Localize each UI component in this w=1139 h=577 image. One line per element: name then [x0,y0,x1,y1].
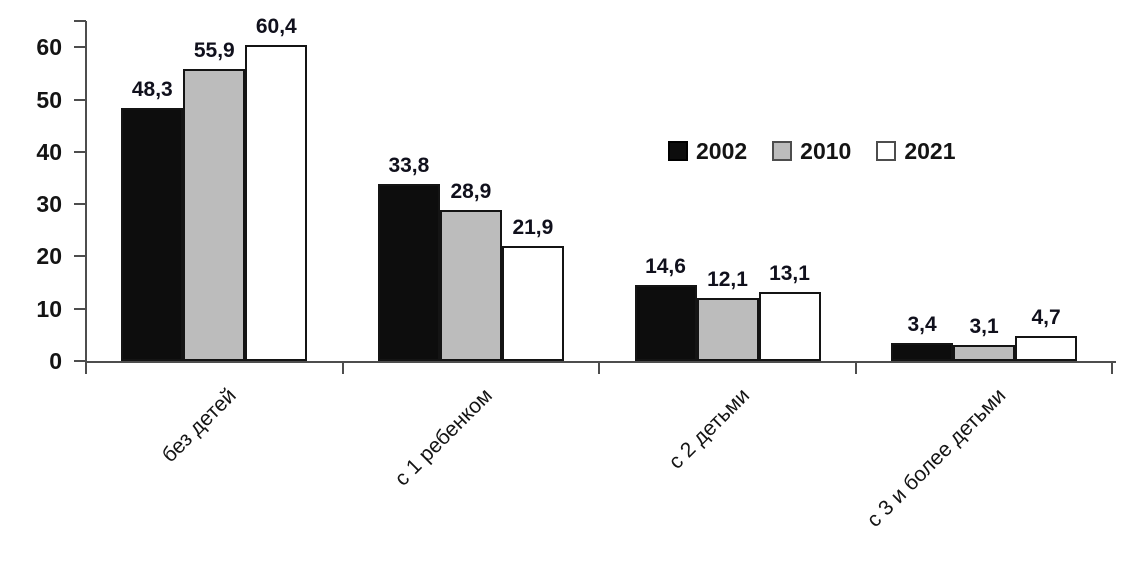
legend-swatch-2021 [876,141,897,161]
bar-2021 [758,292,821,361]
x-axis-line [85,361,1116,363]
bar-2002 [377,184,440,361]
y-axis-line [85,21,87,374]
bar-value-label: 60,4 [255,15,297,39]
legend-label-2021: 2021 [904,138,956,164]
bar-2002 [891,343,954,361]
legend-swatch-2002 [668,141,688,161]
legend-label-2010: 2010 [800,138,852,164]
bar-value-label: 12,1 [707,267,748,291]
bar-2010 [953,344,1016,361]
bar-value-label: 3,4 [907,313,937,337]
x-tick [341,361,344,374]
x-tick [598,361,601,374]
y-tick-label: 30 [36,191,62,218]
y-tick [74,307,86,310]
y-tick [74,360,86,362]
category-label: с 1 ребенком [390,384,498,491]
legend-label-2002: 2002 [696,138,748,164]
bar-2021 [245,45,308,361]
legend-item-2010: 2010 [772,139,851,163]
bar-2002 [634,284,697,361]
bar-value-label: 4,7 [1031,306,1061,330]
bar-2002 [121,108,184,361]
y-tick [74,203,86,206]
x-tick [85,361,87,374]
y-tick [74,255,86,258]
y-tick [74,46,86,49]
bar-value-label: 3,1 [969,314,999,338]
bar-value-label: 33,8 [388,154,430,178]
bar-value-label: 21,9 [512,216,554,240]
legend-swatch-2010 [772,141,793,161]
legend-item-2002: 2002 [668,139,747,163]
y-tick-label: 40 [36,138,62,165]
category-label: с 2 детьми [664,384,754,474]
bar-value-label: 13,1 [769,262,810,286]
y-tick-label: 0 [49,348,62,374]
bar-2010 [183,68,246,361]
y-axis-end-tick [74,20,86,23]
bar-value-label: 55,9 [193,38,235,62]
x-tick [854,361,857,374]
bar-2010 [696,297,759,361]
legend-item-2021: 2021 [876,138,956,164]
y-tick-label: 20 [36,243,62,270]
bar-value-label: 14,6 [645,254,686,278]
bar-2021 [1015,336,1078,361]
y-tick-label: 60 [36,34,62,61]
bar-2021 [501,246,564,361]
bar-value-label: 28,9 [450,179,492,203]
y-tick-label: 10 [36,295,62,322]
category-label: с 3 и более детьми [862,384,1011,532]
bar-value-label: 48,3 [131,78,173,102]
category-label: без детей [157,384,241,468]
y-tick-label: 50 [36,86,62,113]
x-tick [1111,361,1114,374]
bar-2010 [439,209,502,361]
y-tick [74,98,86,101]
legend: 2002 2010 2021 [668,139,956,163]
y-tick [74,150,86,153]
